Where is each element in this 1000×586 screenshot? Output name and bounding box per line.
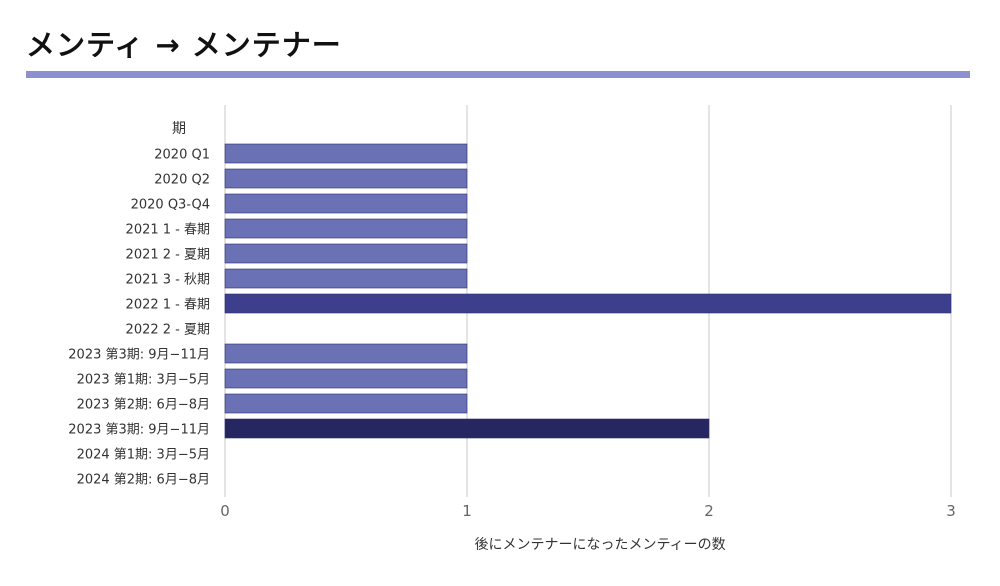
bar <box>224 143 468 164</box>
y-tick-labels: 2020 Q1 2020 Q2 2020 Q3-Q4 2021 1 - 春期 2021 … <box>68 148 210 488</box>
x-tick-labels: 0 1 2 3 <box>220 502 956 520</box>
x-tick-label: 2 <box>704 502 714 520</box>
x-tick-label: 3 <box>946 502 956 520</box>
y-tick-label: 2022 1 - 春期 <box>126 298 210 313</box>
bar <box>224 243 468 264</box>
y-tick-label: 2020 Q2 <box>154 173 210 188</box>
y-tick-label: 2020 Q1 <box>154 148 210 163</box>
y-tick-label: 2020 Q3-Q4 <box>131 198 210 213</box>
y-axis-title: 期 <box>172 121 186 137</box>
bar <box>224 343 468 364</box>
y-tick-label: 2024 第2期: 6月−8月 <box>77 473 210 488</box>
y-tick-label: 2023 第2期: 6月−8月 <box>77 398 210 413</box>
y-tick-label: 2024 第1期: 3月−5月 <box>77 448 210 463</box>
title-underline <box>26 71 970 78</box>
y-tick-label: 2021 1 - 春期 <box>126 223 210 238</box>
page-title: メンティ → メンテナー <box>26 28 342 62</box>
y-tick-label: 2023 第3期: 9月−11月 <box>68 423 210 438</box>
y-tick-label: 2021 3 - 秋期 <box>126 273 210 288</box>
bars <box>224 143 952 439</box>
y-tick-label: 2023 第1期: 3月−5月 <box>77 373 210 388</box>
bar <box>224 418 710 439</box>
bar <box>224 293 952 314</box>
x-tick-label: 0 <box>220 502 230 520</box>
y-tick-label: 2021 2 - 夏期 <box>126 248 210 263</box>
bar <box>224 393 468 414</box>
bar <box>224 268 468 289</box>
bar <box>224 218 468 239</box>
bar <box>224 193 468 214</box>
y-tick-label: 2023 第3期: 9月−11月 <box>68 348 210 363</box>
x-tick-label: 1 <box>462 502 472 520</box>
x-axis-title: 後にメンテナーになったメンティーの数 <box>475 537 726 553</box>
bar <box>224 368 468 389</box>
y-tick-label: 2022 2 - 夏期 <box>126 323 210 338</box>
bar <box>224 168 468 189</box>
